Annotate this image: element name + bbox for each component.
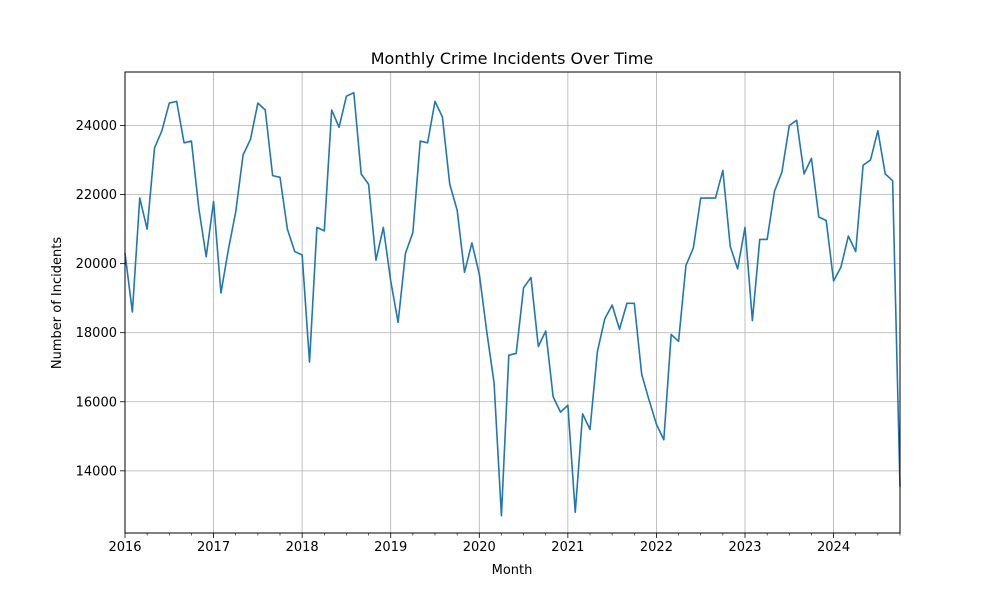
x-tick-label: 2019 (374, 540, 407, 555)
y-axis-label: Number of Incidents (50, 237, 65, 369)
y-axis-ticks: 14000 16000 18000 20000 22000 24000 (76, 119, 125, 479)
x-tick-label: 2018 (286, 540, 319, 555)
y-tick-label: 18000 (76, 326, 117, 341)
x-axis-label: Month (492, 563, 533, 578)
y-tick-label: 22000 (76, 188, 117, 203)
series-line (124, 91, 901, 517)
x-tick-label: 2017 (197, 540, 230, 555)
plot-frame (124, 71, 901, 534)
grid-lines (124, 72, 900, 533)
y-tick-label: 16000 (76, 395, 117, 410)
x-tick-label: 2021 (551, 540, 584, 555)
y-tick-label: 14000 (76, 464, 117, 479)
x-tick-label: 2022 (640, 540, 673, 555)
series-layer (124, 91, 901, 517)
y-tick-label: 24000 (76, 119, 117, 134)
y-tick-label: 20000 (76, 257, 117, 272)
x-tick-label: 2023 (728, 540, 761, 555)
x-tick-label: 2024 (817, 540, 850, 555)
x-tick-label: 2016 (108, 540, 141, 555)
chart-title: Monthly Crime Incidents Over Time (371, 49, 654, 68)
x-axis-ticks: 2016 2017 2018 2019 2020 2021 2022 2023 2024 (108, 533, 901, 555)
x-tick-label: 2020 (463, 540, 496, 555)
